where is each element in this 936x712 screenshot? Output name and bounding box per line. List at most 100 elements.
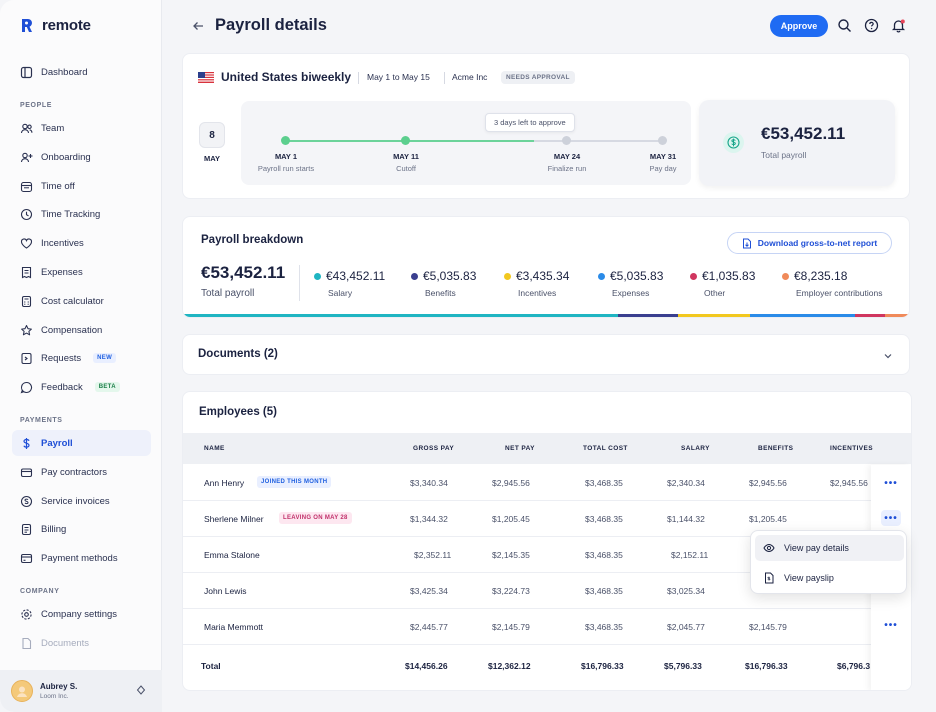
sidebar-item-label: Requests [41, 352, 82, 364]
breakdown-item-salary: €43,452.11 Salary [314, 269, 385, 298]
new-badge: NEW [93, 353, 117, 363]
milestone-label: Cutoff [396, 164, 416, 173]
logo[interactable]: remote [20, 17, 91, 34]
sidebar-item-onboarding[interactable]: Onboarding [12, 144, 151, 170]
table-row[interactable]: Ann Henry JOINED THIS MONTH $3,340.34 $2… [183, 465, 911, 501]
total-gross: $14,456.26 [405, 661, 448, 671]
employee-name[interactable]: Maria Memmott [204, 622, 264, 632]
documents-title: Documents (2) [198, 348, 278, 360]
sidebar-item-compensation[interactable]: Compensation [12, 317, 151, 343]
sidebar-item-company-settings[interactable]: Company settings [12, 601, 151, 627]
run-company: Acme Inc [452, 72, 488, 82]
invoice-icon [20, 495, 33, 507]
section-people: PEOPLE [20, 102, 52, 109]
breakdown-item-employer-contributions: €8,235.18 Employer contributions [782, 269, 882, 298]
table-row[interactable]: John Lewis $3,425.34 $3,224.73 $3,468.35… [183, 573, 911, 609]
sidebar-item-time-off[interactable]: Time off [12, 173, 151, 199]
back-arrow-icon[interactable] [191, 19, 205, 33]
bell-icon[interactable] [891, 18, 906, 33]
sidebar-item-service-invoices[interactable]: Service invoices [12, 488, 151, 514]
row-actions-button[interactable]: ••• [881, 510, 901, 526]
sidebar-item-label: Payment methods [41, 552, 118, 564]
column-header[interactable]: BENEFITS [758, 445, 794, 452]
divider [358, 72, 359, 84]
chevron-down-icon[interactable] [883, 351, 893, 361]
gross-pay: $3,425.34 [410, 586, 448, 596]
net-pay: $2,945.56 [492, 478, 530, 488]
switch-icon[interactable] [136, 685, 146, 695]
sidebar-item-label: Compensation [41, 324, 103, 336]
column-header[interactable]: NAME [204, 445, 225, 452]
sidebar-item-label: Time off [41, 180, 75, 192]
employee-name[interactable]: John Lewis [204, 586, 247, 596]
bar-segment-employer [885, 314, 909, 317]
sidebar-item-team[interactable]: Team [12, 115, 151, 141]
net-pay: $2,145.79 [492, 622, 530, 632]
sidebar-item-feedback[interactable]: Feedback BETA [12, 374, 151, 400]
column-header[interactable]: NET PAY [505, 445, 535, 452]
table-row[interactable]: Maria Memmott $2,445.77 $2,145.79 $3,468… [183, 609, 911, 645]
salary: $2,045.77 [667, 622, 705, 632]
sidebar-item-payment-methods[interactable]: Payment methods [12, 545, 151, 571]
menu-item-view-pay-details[interactable]: View pay details [755, 535, 904, 561]
requests-icon [21, 352, 32, 364]
column-header[interactable]: SALARY [681, 445, 710, 452]
sidebar-item-label: Payroll [41, 437, 73, 449]
divider [444, 72, 445, 84]
breakdown-label: Incentives [518, 288, 557, 298]
employee-name[interactable]: Ann Henry [204, 478, 245, 488]
search-icon[interactable] [837, 18, 852, 33]
sidebar: remote Dashboard PEOPLE Team Onboarding … [0, 0, 162, 712]
column-header[interactable]: TOTAL COST [583, 445, 628, 452]
document-download-icon [742, 238, 751, 248]
total-net: $12,362.12 [488, 661, 531, 671]
calendar-day: 8 [199, 122, 225, 148]
team-icon [20, 123, 33, 133]
breakdown-title: Payroll breakdown [201, 234, 304, 246]
document-icon [22, 637, 32, 649]
sidebar-item-incentives[interactable]: Incentives [12, 230, 151, 256]
breakdown-label: Salary [328, 288, 353, 298]
breakdown-label: Employer contributions [796, 288, 883, 298]
total-payroll-label: Total payroll [761, 150, 807, 160]
row-actions-button[interactable]: ••• [884, 477, 898, 489]
approve-button[interactable]: Approve [770, 15, 828, 37]
column-header[interactable]: INCENTIVES [830, 445, 874, 452]
milestone-label: Pay day [649, 164, 677, 173]
salary: $2,152.11 [671, 550, 709, 560]
help-icon[interactable] [864, 18, 879, 33]
column-header[interactable]: GROSS PAY [413, 445, 455, 452]
breakdown-item-expenses: €5,035.83 Expenses [598, 269, 663, 298]
menu-item-view-payslip[interactable]: View payslip [755, 565, 904, 591]
sidebar-item-pay-contractors[interactable]: Pay contractors [12, 459, 151, 485]
documents-card[interactable]: Documents (2) [182, 334, 910, 375]
bar-segment-salary [183, 314, 618, 317]
total-salary: $5,796.33 [664, 661, 702, 671]
employee-name[interactable]: Sherlene Milner [204, 514, 264, 524]
milestone-label: Finalize run [547, 164, 587, 173]
user-menu[interactable]: Aubrey S. Loom Inc. [0, 670, 162, 712]
milestone-date: MAY 31 [649, 152, 677, 161]
sidebar-item-expenses[interactable]: Expenses [12, 259, 151, 285]
breakdown-label: Expenses [612, 288, 650, 298]
download-report-button[interactable]: Download gross-to-net report [727, 232, 892, 254]
sidebar-item-cost-calculator[interactable]: Cost calculator [12, 288, 151, 314]
table-row[interactable]: Sherlene Milner LEAVING ON MAY 28 $1,344… [183, 501, 911, 537]
sidebar-item-payroll[interactable]: Payroll [12, 430, 151, 456]
user-org: Loom Inc. [40, 693, 69, 700]
status-tag: JOINED THIS MONTH [257, 476, 332, 488]
breakdown-total: €53,452.11 [201, 263, 286, 282]
divider [299, 265, 300, 301]
download-report-label: Download gross-to-net report [757, 238, 878, 248]
employee-name[interactable]: Emma Stalone [204, 550, 260, 560]
sidebar-item-time-tracking[interactable]: Time Tracking [12, 201, 151, 227]
breakdown-label: Other [704, 288, 726, 298]
sidebar-item-billing[interactable]: Billing [12, 516, 151, 542]
sidebar-item-requests[interactable]: Requests NEW [12, 345, 151, 371]
payroll-run-card: United States biweekly May 1 to May 15 A… [182, 53, 910, 199]
sidebar-item-dashboard[interactable]: Dashboard [12, 59, 151, 85]
milestone-date: MAY 11 [393, 152, 419, 161]
sidebar-item-documents[interactable]: Documents [12, 630, 151, 656]
row-actions-button[interactable]: ••• [884, 619, 898, 631]
table-row[interactable]: Emma Stalone $2,352.11 $2,145.35 $3,468.… [183, 537, 911, 573]
